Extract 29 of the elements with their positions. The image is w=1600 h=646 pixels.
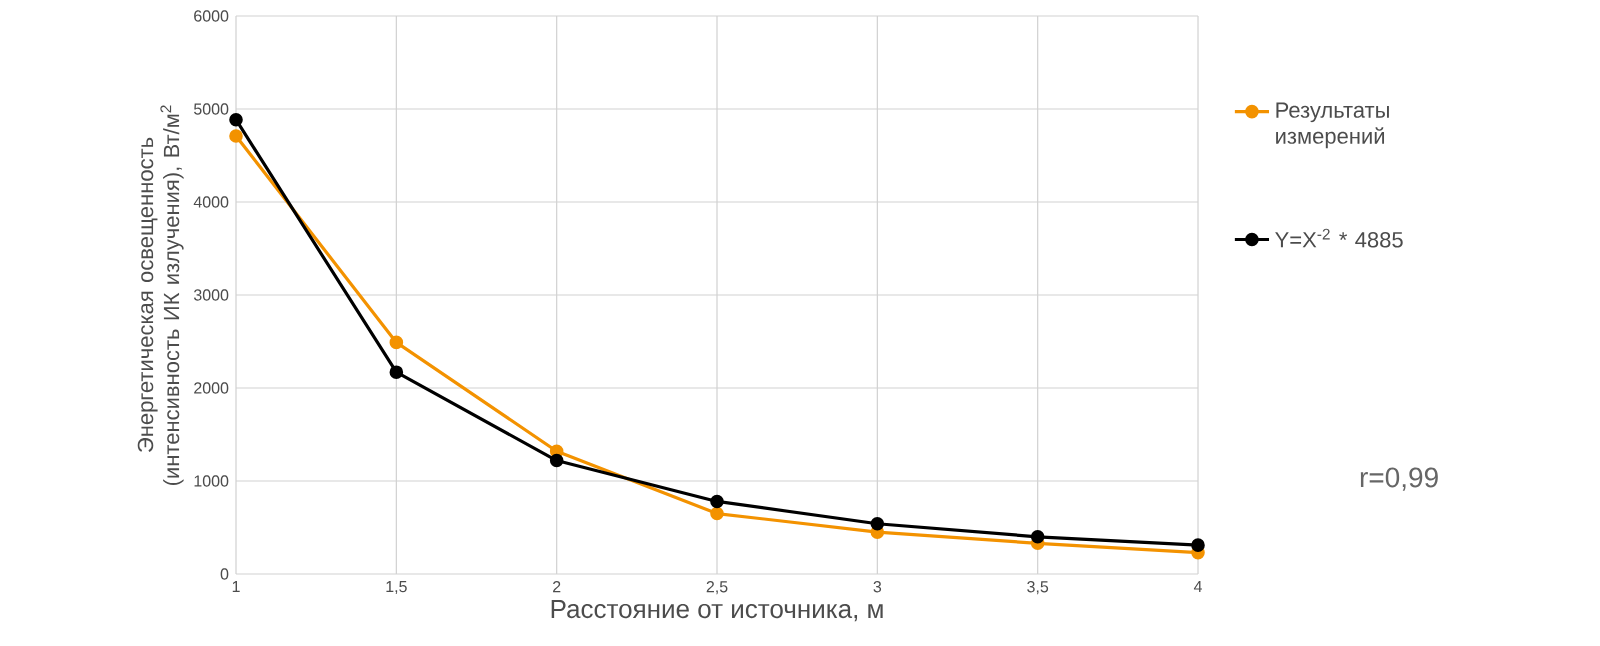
x-tick-label: 1	[232, 581, 240, 593]
y-axis-title: Энергетическая освещенность (интенсивность ИК излучения), Вт/м$^{2}$	[137, 105, 184, 486]
point	[870, 516, 885, 531]
y-tick-label: 6000	[194, 10, 229, 22]
x-axis-title: Расстояние от источника, м	[551, 600, 883, 622]
point	[389, 335, 404, 350]
y-tick-label: 2000	[194, 382, 229, 394]
y-tick-label: 3000	[193, 289, 229, 301]
y-tick-label: 5000	[193, 103, 229, 115]
legend-label: Результаты измерений	[1276, 102, 1389, 149]
point	[710, 494, 724, 509]
x-tick-label: 3	[873, 581, 882, 593]
x-tick-label: 2	[553, 581, 561, 593]
point	[1191, 538, 1205, 552]
point	[549, 453, 564, 468]
y-tick-label: 4000	[193, 196, 229, 208]
text: r=0,99	[1360, 467, 1438, 491]
y-tick-label: 0	[220, 568, 229, 580]
legend-label: Y=X$^{-2}$ * 4885	[1275, 228, 1403, 248]
point	[229, 129, 243, 143]
x-tick-label: 3,5	[1027, 581, 1049, 595]
point	[229, 112, 243, 127]
x-tick-label: 4	[1193, 581, 1202, 593]
point	[389, 365, 404, 379]
point	[1030, 529, 1045, 544]
point	[710, 506, 724, 521]
x-tick-label: 2,5	[706, 581, 728, 595]
y-tick-label: 1000	[194, 475, 229, 487]
x-tick-label: 1,5	[386, 581, 407, 595]
